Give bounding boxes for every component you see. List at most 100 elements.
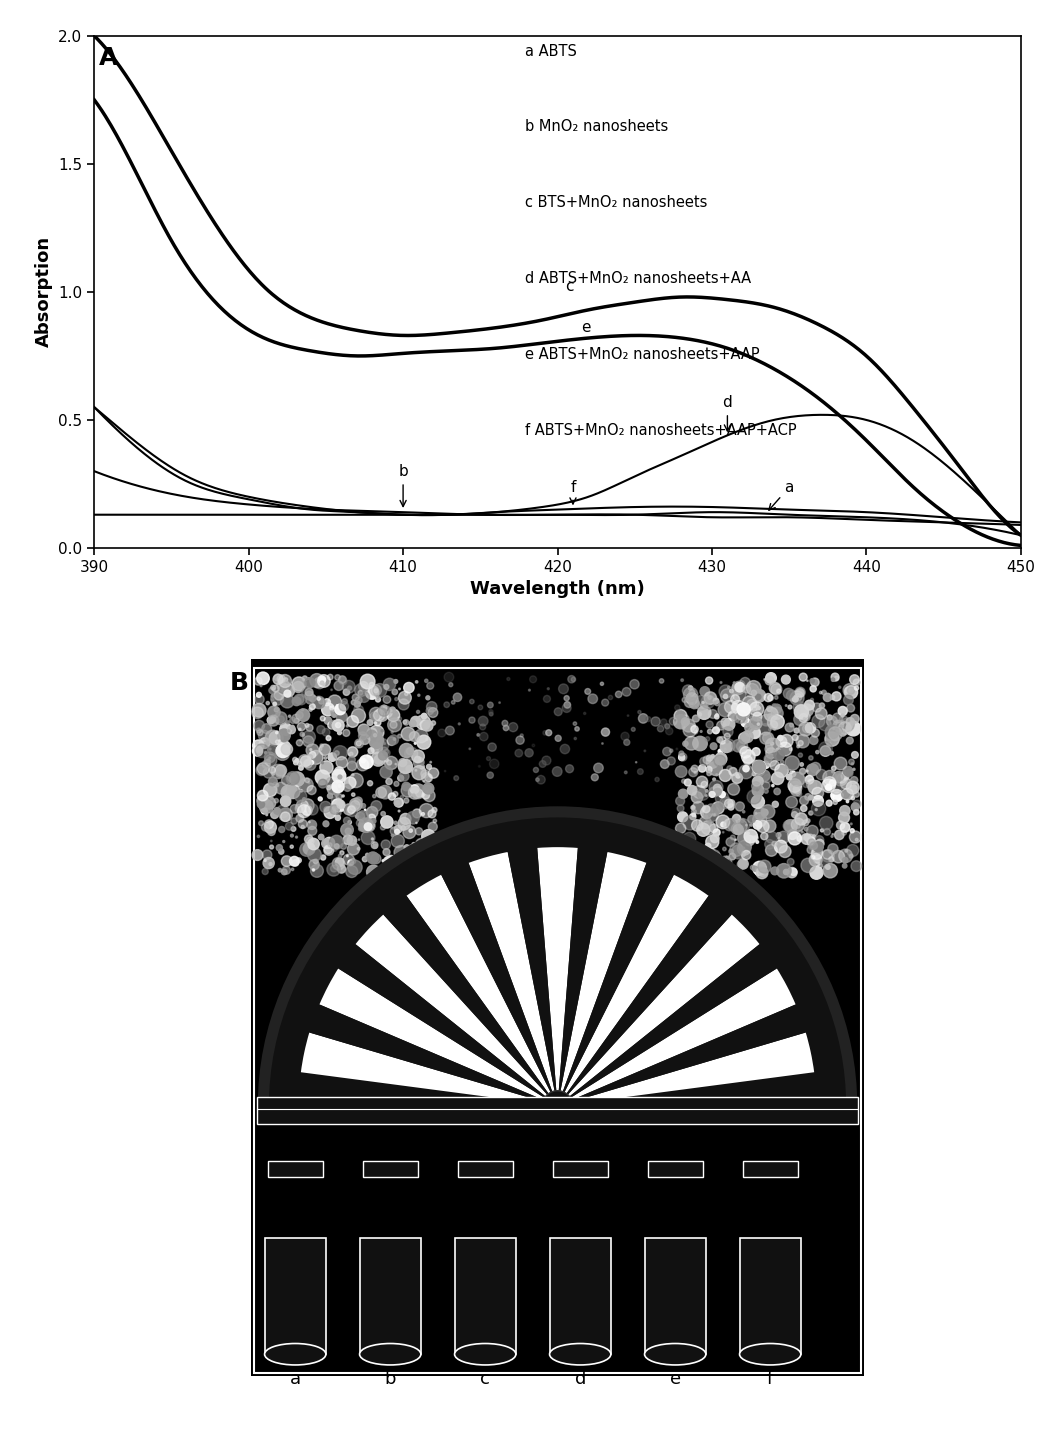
Circle shape xyxy=(261,808,267,814)
Circle shape xyxy=(304,843,315,854)
Circle shape xyxy=(831,790,843,801)
Circle shape xyxy=(330,835,343,850)
Circle shape xyxy=(406,765,413,772)
Circle shape xyxy=(358,732,366,741)
Circle shape xyxy=(279,684,290,695)
Circle shape xyxy=(408,787,421,800)
Circle shape xyxy=(369,748,374,754)
Circle shape xyxy=(376,695,379,698)
Circle shape xyxy=(384,757,398,770)
Circle shape xyxy=(660,679,664,684)
Circle shape xyxy=(336,794,342,800)
Circle shape xyxy=(269,688,275,694)
Circle shape xyxy=(741,847,744,850)
Circle shape xyxy=(417,735,430,749)
Circle shape xyxy=(402,782,410,791)
Circle shape xyxy=(388,735,399,745)
Circle shape xyxy=(811,801,826,815)
Circle shape xyxy=(290,834,293,837)
Circle shape xyxy=(832,834,833,835)
Circle shape xyxy=(737,833,750,844)
Circle shape xyxy=(425,679,428,682)
Text: e ABTS+MnO₂ nanosheets+AAP: e ABTS+MnO₂ nanosheets+AAP xyxy=(526,347,760,361)
Circle shape xyxy=(812,715,825,728)
Circle shape xyxy=(795,823,800,828)
Circle shape xyxy=(696,853,699,856)
Circle shape xyxy=(426,708,433,715)
Circle shape xyxy=(284,754,286,757)
Circle shape xyxy=(675,797,685,805)
Circle shape xyxy=(850,823,852,825)
Circle shape xyxy=(258,790,268,801)
Circle shape xyxy=(837,774,846,782)
Circle shape xyxy=(689,768,697,777)
Circle shape xyxy=(755,870,761,876)
Circle shape xyxy=(305,778,310,782)
Circle shape xyxy=(425,845,432,853)
Circle shape xyxy=(681,858,690,868)
Circle shape xyxy=(268,761,270,764)
Circle shape xyxy=(839,722,851,735)
Circle shape xyxy=(290,845,293,848)
Circle shape xyxy=(738,858,749,868)
Text: b MnO₂ nanosheets: b MnO₂ nanosheets xyxy=(526,119,668,135)
Circle shape xyxy=(706,795,707,797)
Circle shape xyxy=(516,737,525,744)
Circle shape xyxy=(810,762,821,772)
Circle shape xyxy=(371,854,381,864)
Circle shape xyxy=(753,772,756,775)
Circle shape xyxy=(676,850,688,863)
Circle shape xyxy=(263,768,274,778)
Circle shape xyxy=(843,770,848,775)
Circle shape xyxy=(722,847,727,851)
Circle shape xyxy=(413,867,425,880)
Circle shape xyxy=(324,699,331,705)
Circle shape xyxy=(282,856,292,867)
Circle shape xyxy=(403,719,409,725)
Circle shape xyxy=(367,853,379,864)
Circle shape xyxy=(292,696,300,705)
Circle shape xyxy=(297,709,310,721)
Circle shape xyxy=(851,751,859,758)
Circle shape xyxy=(539,761,547,767)
Circle shape xyxy=(741,731,753,742)
Circle shape xyxy=(812,847,823,857)
Circle shape xyxy=(854,686,859,691)
Circle shape xyxy=(303,731,315,744)
Circle shape xyxy=(799,722,812,737)
Circle shape xyxy=(850,675,860,685)
Circle shape xyxy=(276,771,283,777)
Circle shape xyxy=(375,712,381,719)
Circle shape xyxy=(332,771,336,775)
Circle shape xyxy=(706,851,708,854)
Circle shape xyxy=(826,800,832,807)
Circle shape xyxy=(691,805,695,810)
Circle shape xyxy=(367,781,373,785)
Circle shape xyxy=(826,866,830,870)
Circle shape xyxy=(819,704,825,708)
Circle shape xyxy=(713,698,719,704)
Circle shape xyxy=(373,794,376,798)
Circle shape xyxy=(409,828,413,833)
Circle shape xyxy=(319,744,331,755)
Circle shape xyxy=(752,795,764,808)
Circle shape xyxy=(399,867,409,877)
Circle shape xyxy=(836,728,842,734)
Circle shape xyxy=(361,804,365,808)
Circle shape xyxy=(339,676,347,685)
Circle shape xyxy=(360,674,375,689)
Circle shape xyxy=(298,755,311,767)
Circle shape xyxy=(402,860,404,861)
Circle shape xyxy=(667,757,675,765)
Circle shape xyxy=(738,732,750,744)
Circle shape xyxy=(394,679,398,684)
Circle shape xyxy=(348,860,354,866)
Circle shape xyxy=(708,850,720,863)
Circle shape xyxy=(754,765,764,777)
Circle shape xyxy=(718,702,732,716)
Circle shape xyxy=(675,860,686,870)
Bar xyxy=(648,1161,703,1176)
Circle shape xyxy=(381,811,385,815)
Text: a ABTS: a ABTS xyxy=(526,43,577,59)
Circle shape xyxy=(403,721,407,724)
